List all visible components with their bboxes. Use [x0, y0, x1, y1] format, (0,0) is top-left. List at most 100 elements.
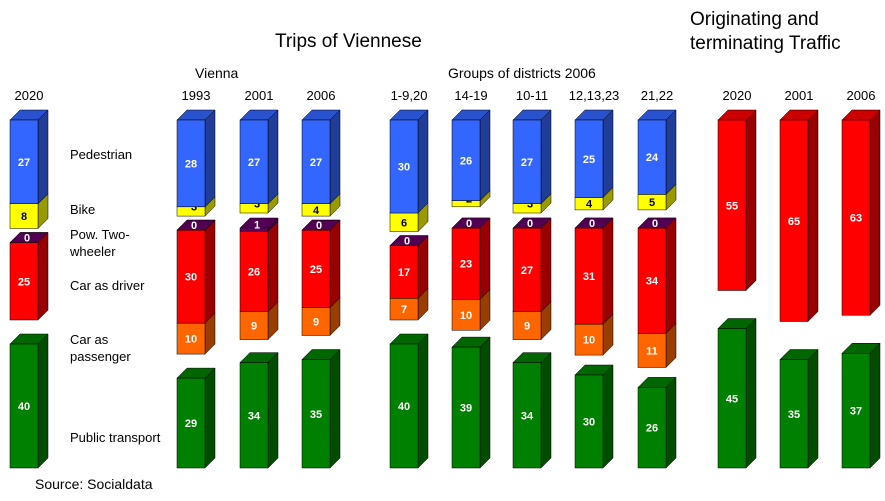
bar-segment: 35 [779, 348, 819, 469]
value-label: 28 [185, 158, 197, 170]
value-label: 6 [401, 217, 407, 229]
bar-side [329, 109, 341, 205]
bar-segment: 10 [176, 312, 216, 355]
bar-segment: 30 [389, 109, 429, 214]
bar-front [574, 119, 604, 198]
bar-side [267, 109, 279, 205]
bar-front [9, 343, 39, 469]
bar-front [301, 359, 331, 469]
value-label: 30 [583, 417, 595, 429]
value-label: 35 [788, 409, 800, 421]
value-label: 0 [191, 220, 197, 232]
bar-segment: 30 [176, 219, 216, 324]
bar-front [176, 322, 206, 355]
x-tick-label: 10-11 [516, 88, 548, 103]
value-label: 65 [788, 216, 800, 228]
value-label: 27 [18, 157, 30, 169]
bar-front [176, 377, 206, 469]
bar-front [451, 119, 481, 201]
bar-segment: 27 [9, 109, 49, 205]
group-label: Groups of districts 2006 [448, 65, 596, 81]
bar-top [176, 219, 216, 231]
value-label: 26 [460, 155, 472, 167]
value-label: 55 [726, 200, 738, 212]
chart-title: Trips of Viennese [275, 31, 422, 52]
bar-side [540, 109, 552, 205]
bar-front [451, 299, 481, 331]
bar-segment: 34 [512, 351, 552, 469]
bar-segment: 24 [637, 109, 677, 196]
bar-side [665, 376, 677, 469]
bar-front [239, 227, 269, 232]
value-label: 4 [586, 199, 593, 211]
bar-segment: 34 [239, 351, 279, 469]
bar-segment: 26 [451, 109, 491, 202]
value-label: 34 [646, 276, 659, 288]
bar-segment: 27 [239, 109, 279, 205]
legend-label: Bike [70, 202, 96, 217]
bar-segment: 35 [301, 348, 341, 469]
bar-side [329, 219, 341, 309]
legend-label: Pow. Two-wheeler [70, 227, 130, 259]
bar-front [389, 119, 419, 214]
bar-segment: 27 [301, 109, 341, 205]
bar-side [602, 217, 614, 325]
value-label: 25 [18, 276, 30, 288]
value-label: 24 [646, 152, 659, 164]
bar-front [176, 119, 206, 208]
bar-segment: 0 [301, 219, 341, 232]
bar-segment: 37 [841, 342, 881, 469]
bar-side [665, 217, 677, 335]
bar-front [451, 227, 481, 300]
bar-segment: 27 [512, 109, 552, 205]
value-label: 39 [460, 403, 472, 415]
bar-side [540, 217, 552, 313]
bar-side [602, 109, 614, 199]
bar-front [574, 227, 604, 325]
bar-segment: 30 [574, 364, 614, 469]
bar-front [512, 362, 542, 469]
x-tick-label: 1993 [182, 88, 211, 103]
bar-front [779, 119, 809, 322]
bar-top [637, 217, 677, 229]
value-label: 17 [398, 267, 410, 279]
bar-front [239, 119, 269, 204]
value-label: 34 [521, 410, 534, 422]
bar-front [9, 203, 39, 229]
bar-top [574, 217, 614, 229]
bar-side [417, 109, 429, 214]
bar-segment: 25 [9, 231, 49, 321]
value-label: 30 [185, 272, 197, 284]
bar-front [9, 119, 39, 204]
value-label: 0 [652, 218, 658, 230]
value-label: 0 [589, 218, 595, 230]
bar-segment: 25 [574, 109, 614, 199]
bar-side [204, 367, 216, 469]
bar-segment: 26 [637, 376, 677, 469]
value-label: 8 [21, 211, 27, 223]
value-label: 23 [460, 259, 472, 271]
bar-segment: 29 [176, 367, 216, 469]
bar-side [417, 333, 429, 469]
bar-segment: 28 [176, 109, 216, 208]
x-tick-label: 2020 [15, 88, 44, 103]
bar-front [512, 311, 542, 340]
bar-top [301, 219, 341, 231]
value-label: 37 [850, 406, 862, 418]
bar-front [301, 307, 331, 336]
bar-front [512, 227, 542, 312]
bar-front [637, 333, 667, 368]
bar-segment: 0 [512, 217, 552, 230]
bar-segment: 0 [389, 235, 429, 248]
value-label: 45 [726, 393, 738, 405]
bar-segment: 31 [574, 217, 614, 325]
bar-side [807, 348, 819, 469]
value-label: 4 [313, 205, 320, 217]
legend-label: Pedestrian [70, 147, 133, 162]
bar-segment: 39 [451, 336, 491, 469]
bar-front [176, 229, 206, 324]
bar-front [717, 328, 747, 469]
bar-side [869, 109, 881, 316]
